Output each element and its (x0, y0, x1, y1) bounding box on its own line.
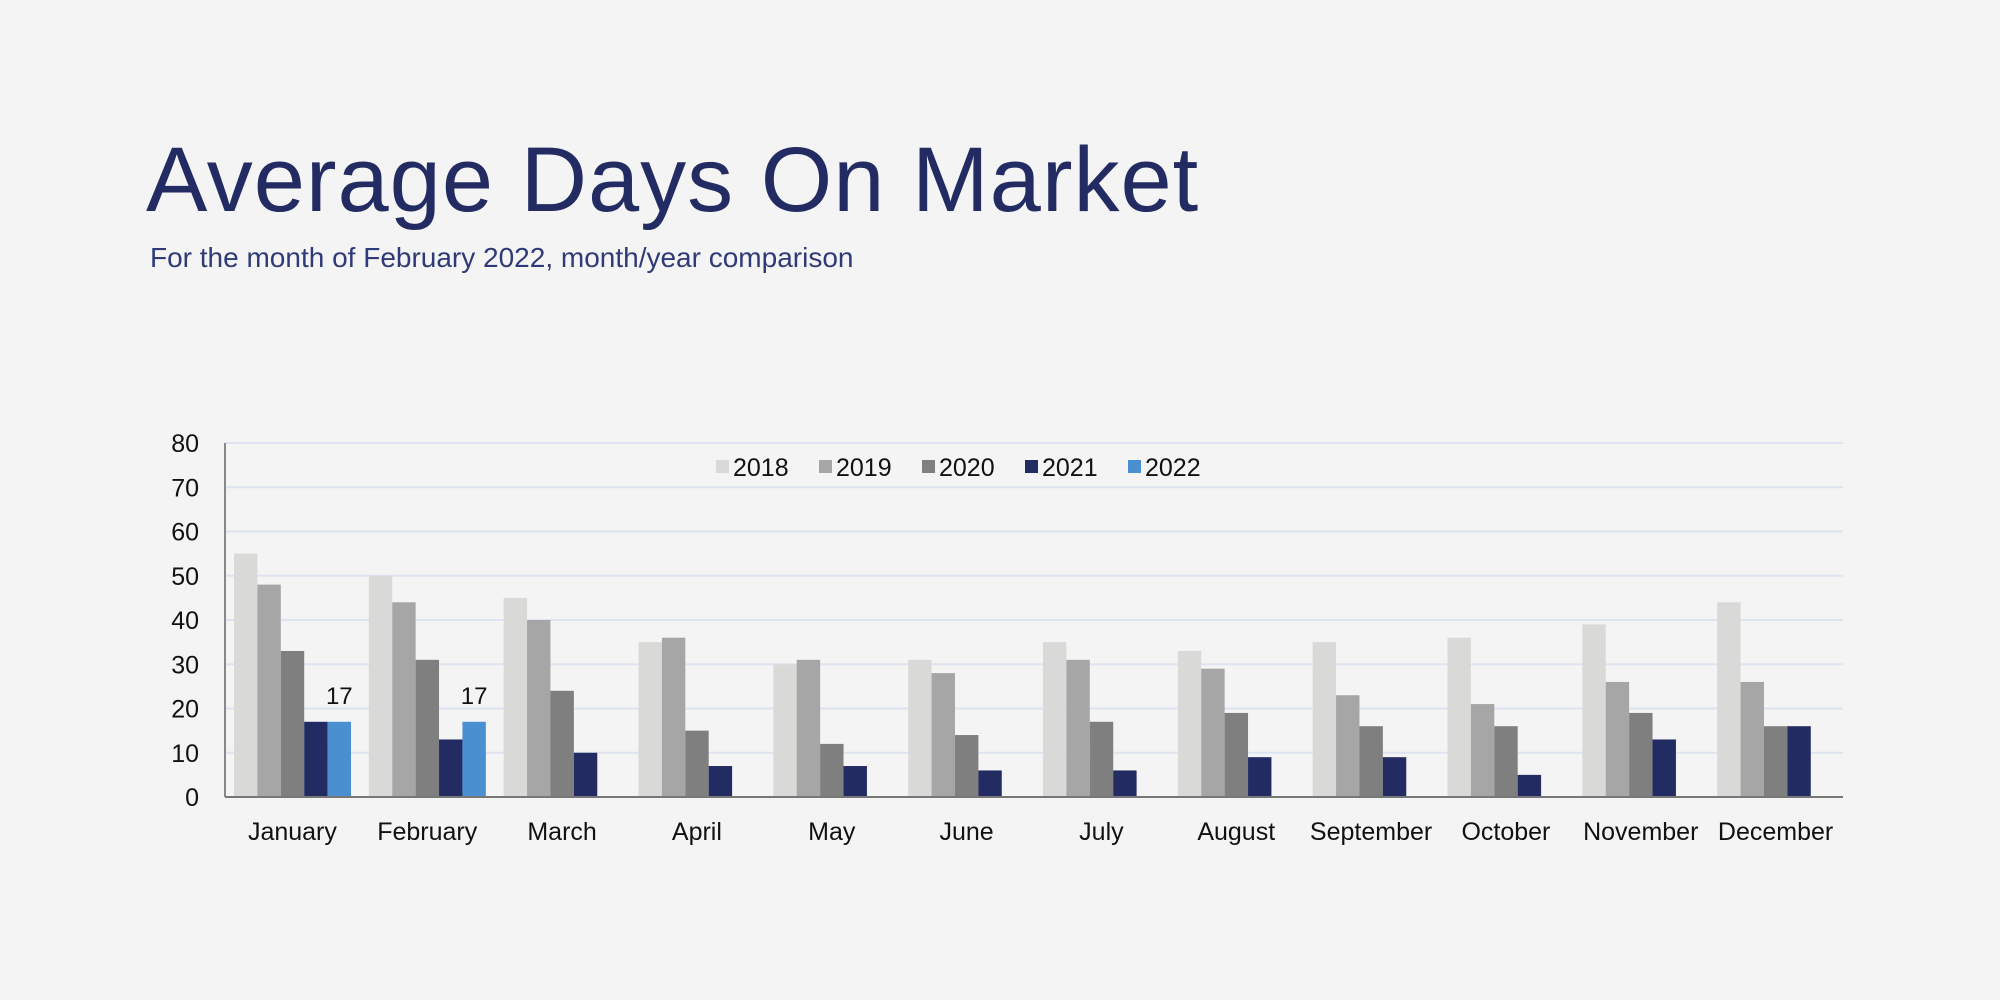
bar-2019-july (1066, 659, 1090, 797)
page-title: Average Days On Market (146, 129, 1200, 231)
legend-label: 2018 (733, 454, 789, 482)
bar-2018-may (773, 664, 797, 797)
legend-item-2021: 2021 (1025, 454, 1098, 482)
bar-2018-october (1447, 637, 1471, 797)
y-tick-label: 30 (171, 651, 199, 679)
bar-2019-february (392, 602, 416, 797)
bar-2020-june (954, 735, 979, 797)
bar-2021-march (573, 752, 598, 797)
bar-2021-april (708, 766, 733, 797)
bar-2018-june (908, 659, 932, 797)
x-tick-label: December (1718, 818, 1833, 846)
legend-swatch (819, 460, 832, 473)
bar-2020-october (1494, 726, 1518, 797)
x-tick-label: August (1197, 818, 1275, 846)
y-axis-ticks: 0 10 20 30 40 50 60 70 80 (171, 430, 199, 812)
x-tick-label: June (939, 818, 993, 846)
bar-2019-may (796, 659, 821, 797)
y-tick-label: 80 (171, 430, 199, 458)
bar-2020-july (1089, 721, 1114, 797)
legend: 2018 2019 2020 2021 2022 (716, 454, 1201, 482)
bar-2021-may (843, 766, 867, 797)
x-tick-label: February (377, 818, 478, 846)
bar-2021-february (439, 739, 463, 797)
legend-swatch (716, 460, 729, 473)
y-tick-label: 0 (185, 784, 199, 812)
data-labels: 17 17 (326, 683, 488, 710)
bar-2018-february (368, 575, 393, 797)
y-tick-label: 10 (171, 740, 199, 768)
y-tick-label: 50 (171, 563, 199, 591)
bar-2021-november (1652, 739, 1676, 797)
legend-item-2019: 2019 (819, 454, 892, 482)
bar-2019-march (527, 620, 551, 797)
y-tick-label: 60 (171, 519, 199, 547)
bar-2020-august (1224, 712, 1249, 797)
bar-2020-may (820, 743, 844, 797)
bar-2018-july (1043, 642, 1067, 797)
bar-2018-december (1717, 602, 1741, 797)
x-tick-label: March (527, 818, 596, 846)
bar-2021-june (978, 770, 1002, 797)
bar-2018-march (503, 597, 528, 797)
bar-2018-january (234, 553, 258, 797)
bar-2019-october (1470, 704, 1495, 797)
y-tick-label: 20 (171, 696, 199, 724)
bars (234, 553, 1811, 797)
x-tick-label: April (672, 818, 722, 846)
bar-2022-january (327, 721, 351, 797)
bar-2020-march (550, 690, 574, 797)
bar-2021-january (304, 721, 328, 797)
legend-item-2022: 2022 (1128, 454, 1201, 482)
bar-2019-june (931, 673, 955, 797)
bar-2020-january (280, 650, 305, 797)
data-label: 17 (326, 683, 353, 710)
legend-item-2020: 2020 (922, 454, 995, 482)
legend-swatch (1128, 460, 1141, 473)
bar-2019-september (1336, 695, 1360, 797)
x-tick-label: July (1079, 818, 1124, 846)
bar-2022-february (462, 721, 486, 797)
bar-2019-november (1605, 681, 1630, 797)
gridlines (225, 442, 1843, 754)
bar-2020-november (1629, 712, 1653, 797)
bar-2019-august (1201, 668, 1225, 797)
bar-2019-april (661, 637, 686, 797)
bar-2021-october (1517, 774, 1542, 797)
bar-2018-september (1312, 642, 1337, 797)
legend-swatch (1025, 460, 1038, 473)
bar-2020-april (685, 730, 709, 797)
bar-2021-september (1382, 757, 1407, 797)
x-tick-label: November (1583, 818, 1698, 846)
x-tick-label: September (1310, 818, 1432, 846)
x-tick-label: October (1461, 818, 1550, 846)
y-tick-label: 70 (171, 474, 199, 502)
bar-2020-september (1359, 726, 1383, 797)
bar-2021-august (1248, 757, 1272, 797)
bar-2019-december (1740, 681, 1764, 797)
bar-2019-january (257, 584, 281, 797)
legend-label: 2021 (1042, 454, 1098, 482)
bar-2020-february (415, 659, 440, 797)
bar-2018-august (1177, 650, 1202, 797)
page-subtitle: For the month of February 2022, month/ye… (150, 242, 854, 273)
bar-2018-april (638, 642, 662, 797)
bar-2021-december (1787, 726, 1811, 797)
bar-2021-july (1113, 770, 1137, 797)
data-label: 17 (461, 683, 488, 710)
x-tick-label: May (808, 818, 856, 846)
x-tick-label: January (248, 818, 337, 846)
legend-item-2018: 2018 (716, 454, 789, 482)
bar-2020-december (1763, 726, 1788, 797)
bar-2018-november (1582, 624, 1606, 797)
legend-label: 2020 (939, 454, 995, 482)
legend-label: 2022 (1145, 454, 1201, 482)
x-axis-ticks: January February March April May June July Augu… (248, 818, 1833, 846)
legend-swatch (922, 460, 935, 473)
legend-label: 2019 (836, 454, 892, 482)
y-tick-label: 40 (171, 607, 199, 635)
